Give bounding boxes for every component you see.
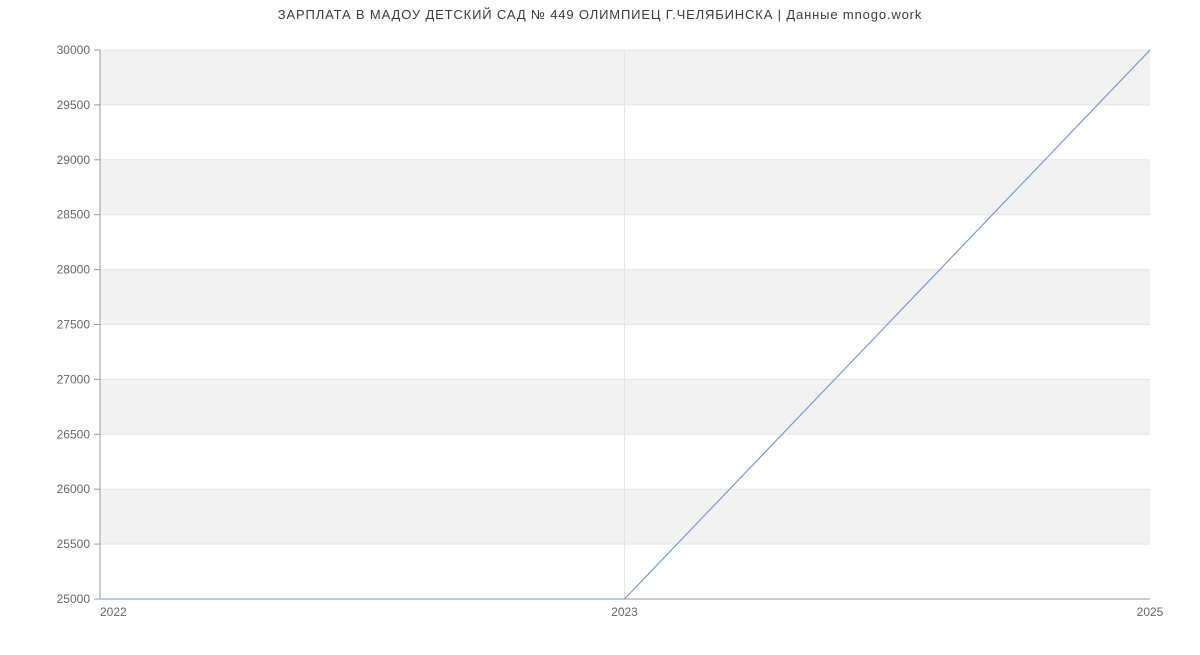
svg-text:27000: 27000 xyxy=(57,372,91,386)
svg-text:30000: 30000 xyxy=(57,43,91,57)
svg-text:27500: 27500 xyxy=(57,318,91,332)
svg-text:29500: 29500 xyxy=(57,98,91,112)
svg-text:26000: 26000 xyxy=(57,482,91,496)
svg-text:26500: 26500 xyxy=(57,427,91,441)
svg-text:29000: 29000 xyxy=(57,153,91,167)
svg-text:28500: 28500 xyxy=(57,208,91,222)
svg-text:28000: 28000 xyxy=(57,263,91,277)
svg-text:25500: 25500 xyxy=(57,537,91,551)
svg-text:2023: 2023 xyxy=(611,605,638,619)
svg-text:2025: 2025 xyxy=(1137,605,1164,619)
svg-text:25000: 25000 xyxy=(57,592,91,606)
svg-text:2022: 2022 xyxy=(100,605,127,619)
